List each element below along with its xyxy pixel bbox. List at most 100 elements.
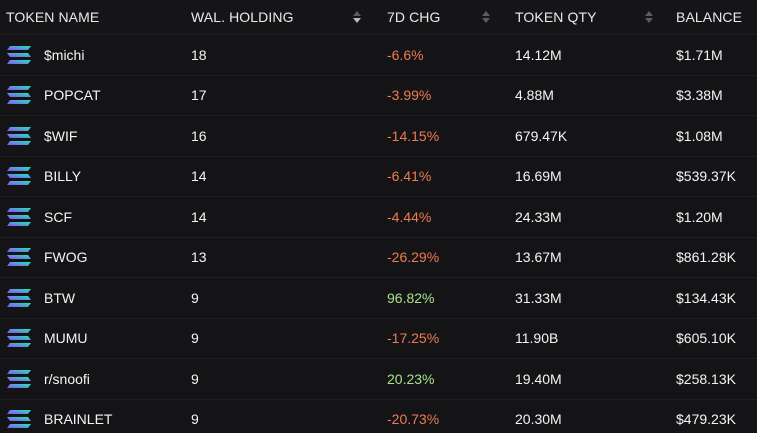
wal-holding-value: 9: [191, 289, 199, 306]
row-cells: BRAINLET 9 -20.73% 20.30M $479.23K: [0, 400, 757, 433]
header-7d-chg[interactable]: 7D CHG: [387, 9, 441, 25]
row-cells: BILLY 14 -6.41% 16.69M $539.37K: [0, 157, 757, 197]
token-qty-value: 13.67M: [515, 249, 562, 266]
chg-7d-value: -20.73%: [387, 411, 440, 428]
row-cells: POPCAT 17 -3.99% 4.88M $3.38M: [0, 76, 757, 116]
token-name: $WIF: [44, 127, 78, 144]
token-name: r/snoofi: [44, 370, 90, 387]
token-cell[interactable]: $WIF: [6, 126, 77, 146]
token-qty-value: 16.69M: [515, 168, 562, 185]
wal-holding-value: 9: [191, 411, 199, 428]
row-cells: $WIF 16 -14.15% 679.47K $1.08M: [0, 116, 757, 156]
sort-7d-chg-icon[interactable]: [482, 11, 490, 23]
table-row[interactable]: BTW 9 96.82% 31.33M $134.43K: [0, 278, 757, 319]
token-cell[interactable]: SCF: [6, 207, 72, 227]
sort-up-icon: [353, 11, 361, 16]
balance-value: $1.71M: [676, 46, 723, 63]
chg-7d-value: -17.25%: [387, 330, 440, 347]
wal-holding-value: 16: [191, 127, 207, 144]
token-cell[interactable]: FWOG: [6, 247, 88, 267]
wal-holding-value: 9: [191, 370, 199, 387]
token-name: MUMU: [44, 330, 88, 347]
token-cell[interactable]: $michi: [6, 45, 84, 65]
header-token-name[interactable]: TOKEN NAME: [6, 9, 100, 25]
token-cell[interactable]: BTW: [6, 288, 75, 308]
token-name: $michi: [44, 46, 85, 63]
table-row[interactable]: SCF 14 -4.44% 24.33M $1.20M: [0, 197, 757, 238]
wal-holding-value: 18: [191, 46, 207, 63]
sort-up-icon: [645, 11, 653, 16]
table-header: TOKEN NAME WAL. HOLDING 7D CHG TOKEN QTY…: [0, 0, 757, 34]
wal-holding-value: 17: [191, 87, 207, 104]
sort-down-icon: [482, 18, 490, 23]
balance-value: $1.20M: [676, 208, 723, 225]
chg-7d-value: 20.23%: [387, 370, 435, 387]
balance-value: $3.38M: [676, 87, 723, 104]
balance-value: $861.28K: [676, 249, 736, 266]
token-name: SCF: [44, 208, 72, 225]
balance-value: $1.08M: [676, 127, 723, 144]
balance-value: $479.23K: [676, 411, 736, 428]
balance-value: $258.13K: [676, 370, 736, 387]
token-cell[interactable]: BILLY: [6, 166, 81, 186]
table-row[interactable]: FWOG 13 -26.29% 13.67M $861.28K: [0, 237, 757, 278]
solana-logo-icon: [7, 126, 31, 145]
token-cell[interactable]: BRAINLET: [6, 409, 112, 429]
table-row[interactable]: $michi 18 -6.6% 14.12M $1.71M: [0, 34, 757, 76]
header-wal-holding-label: WAL. HOLDING: [191, 9, 294, 25]
balance-value: $134.43K: [676, 289, 736, 306]
sort-up-icon: [482, 11, 490, 16]
row-cells: $michi 18 -6.6% 14.12M $1.71M: [0, 35, 757, 75]
token-qty-value: 679.47K: [515, 127, 568, 144]
sort-down-icon: [353, 18, 361, 23]
chg-7d-value: -26.29%: [387, 249, 440, 266]
chg-7d-value: -3.99%: [387, 87, 432, 104]
table-row[interactable]: $WIF 16 -14.15% 679.47K $1.08M: [0, 116, 757, 157]
solana-logo-icon: [7, 45, 31, 64]
token-name: POPCAT: [44, 87, 101, 104]
solana-logo-icon: [7, 329, 31, 348]
solana-logo-icon: [7, 369, 31, 388]
sort-wal-holding-icon[interactable]: [353, 11, 361, 23]
header-balance[interactable]: BALANCE: [676, 9, 743, 25]
solana-logo-icon: [7, 167, 31, 186]
chg-7d-value: -6.41%: [387, 168, 432, 185]
table-row[interactable]: BRAINLET 9 -20.73% 20.30M $479.23K: [0, 399, 757, 433]
chg-7d-value: -14.15%: [387, 127, 440, 144]
token-qty-value: 11.90B: [515, 330, 559, 347]
sort-token-qty-icon[interactable]: [645, 11, 653, 23]
table-body: $michi 18 -6.6% 14.12M $1.71M: [0, 34, 757, 433]
solana-logo-icon: [7, 288, 31, 307]
table-row[interactable]: r/snoofi 9 20.23% 19.40M $258.13K: [0, 359, 757, 400]
table-row[interactable]: POPCAT 17 -3.99% 4.88M $3.38M: [0, 75, 757, 116]
balance-value: $539.37K: [676, 168, 736, 185]
solana-logo-icon: [7, 207, 31, 226]
header-wal-holding[interactable]: WAL. HOLDING: [191, 9, 294, 25]
wal-holding-value: 9: [191, 330, 199, 347]
header-cells: TOKEN NAME WAL. HOLDING 7D CHG TOKEN QTY…: [0, 0, 757, 34]
chg-7d-value: -4.44%: [387, 208, 432, 225]
token-qty-value: 24.33M: [515, 208, 562, 225]
chg-7d-value: -6.6%: [387, 46, 424, 63]
token-name: FWOG: [44, 249, 88, 266]
row-cells: r/snoofi 9 20.23% 19.40M $258.13K: [0, 359, 757, 399]
token-qty-value: 19.40M: [515, 370, 562, 387]
wal-holding-value: 14: [191, 168, 207, 185]
token-cell[interactable]: r/snoofi: [6, 369, 90, 389]
token-cell[interactable]: MUMU: [6, 328, 88, 348]
token-name: BTW: [44, 289, 76, 306]
token-qty-value: 14.12M: [515, 46, 562, 63]
token-cell[interactable]: POPCAT: [6, 85, 101, 105]
table-row[interactable]: BILLY 14 -6.41% 16.69M $539.37K: [0, 156, 757, 197]
solana-logo-icon: [7, 410, 31, 429]
row-cells: SCF 14 -4.44% 24.33M $1.20M: [0, 197, 757, 237]
token-name: BILLY: [44, 168, 82, 185]
header-token-qty[interactable]: TOKEN QTY: [515, 9, 597, 25]
token-qty-value: 4.88M: [515, 87, 554, 104]
token-qty-value: 20.30M: [515, 411, 562, 428]
token-qty-value: 31.33M: [515, 289, 562, 306]
solana-logo-icon: [7, 86, 31, 105]
solana-logo-icon: [7, 248, 31, 267]
table-row[interactable]: MUMU 9 -17.25% 11.90B $605.10K: [0, 318, 757, 359]
balance-value: $605.10K: [676, 330, 736, 347]
